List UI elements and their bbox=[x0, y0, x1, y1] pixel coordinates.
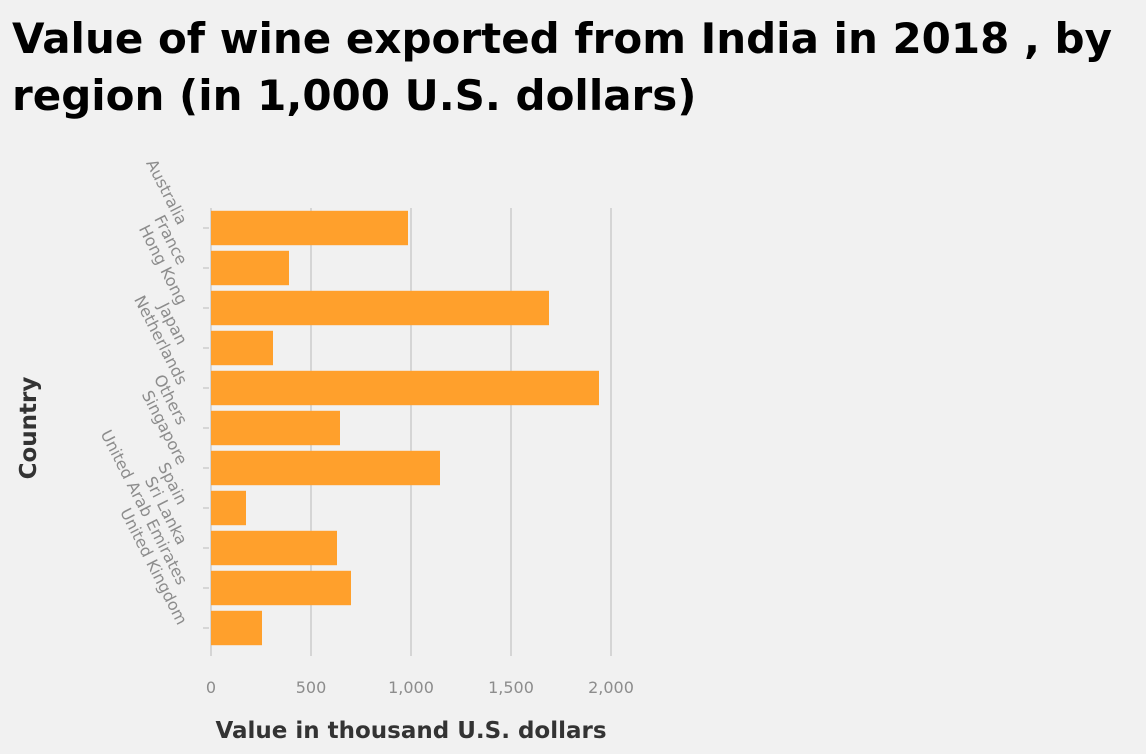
bar bbox=[211, 570, 351, 606]
y-axis-title: Country bbox=[16, 377, 42, 480]
chart-title: Value of wine exported from India in 201… bbox=[12, 14, 1112, 120]
bar bbox=[211, 210, 408, 246]
bar bbox=[211, 370, 599, 406]
x-tick-label: 500 bbox=[296, 678, 327, 697]
x-tick-label: 2,000 bbox=[588, 678, 634, 697]
x-tick-label: 1,000 bbox=[388, 678, 434, 697]
bars bbox=[211, 210, 599, 646]
x-tick-label: 1,500 bbox=[488, 678, 534, 697]
bar bbox=[211, 450, 440, 486]
bar bbox=[211, 610, 262, 646]
x-tick-label: 0 bbox=[206, 678, 216, 697]
bar bbox=[211, 250, 289, 286]
bar bbox=[211, 490, 246, 526]
bar bbox=[211, 530, 337, 566]
bar bbox=[211, 290, 549, 326]
bar bbox=[211, 330, 273, 366]
bar bbox=[211, 410, 340, 446]
x-axis-tick-labels: 0 500 1,000 1,500 2,000 bbox=[206, 678, 634, 697]
x-axis-title: Value in thousand U.S. dollars bbox=[215, 718, 606, 744]
y-axis-ticks bbox=[203, 227, 209, 629]
